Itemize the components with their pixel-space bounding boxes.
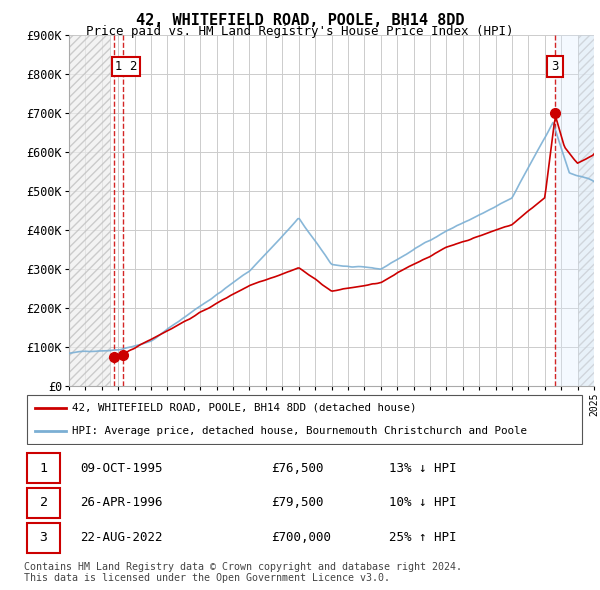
FancyBboxPatch shape [27, 453, 61, 483]
Text: £79,500: £79,500 [271, 496, 323, 510]
Text: 09-OCT-1995: 09-OCT-1995 [80, 461, 163, 474]
Text: Contains HM Land Registry data © Crown copyright and database right 2024.
This d: Contains HM Land Registry data © Crown c… [24, 562, 462, 584]
Text: 25% ↑ HPI: 25% ↑ HPI [389, 532, 456, 545]
Text: 26-APR-1996: 26-APR-1996 [80, 496, 163, 510]
Text: 2: 2 [40, 496, 47, 510]
Text: Price paid vs. HM Land Registry's House Price Index (HPI): Price paid vs. HM Land Registry's House … [86, 25, 514, 38]
Bar [555, 35, 594, 386]
Bar [578, 35, 594, 386]
Text: 3: 3 [40, 532, 47, 545]
Text: 13% ↓ HPI: 13% ↓ HPI [389, 461, 456, 474]
FancyBboxPatch shape [27, 523, 61, 553]
Text: 42, WHITEFIELD ROAD, POOLE, BH14 8DD: 42, WHITEFIELD ROAD, POOLE, BH14 8DD [136, 13, 464, 28]
Text: 10% ↓ HPI: 10% ↓ HPI [389, 496, 456, 510]
Bar [69, 35, 110, 386]
FancyBboxPatch shape [27, 395, 582, 444]
Text: 22-AUG-2022: 22-AUG-2022 [80, 532, 163, 545]
FancyBboxPatch shape [27, 488, 61, 518]
Text: 1  2: 1 2 [115, 60, 137, 73]
Text: £700,000: £700,000 [271, 532, 331, 545]
Text: HPI: Average price, detached house, Bournemouth Christchurch and Poole: HPI: Average price, detached house, Bour… [71, 427, 527, 437]
Text: 42, WHITEFIELD ROAD, POOLE, BH14 8DD (detached house): 42, WHITEFIELD ROAD, POOLE, BH14 8DD (de… [71, 402, 416, 412]
Text: 1: 1 [40, 461, 47, 474]
Text: £76,500: £76,500 [271, 461, 323, 474]
Text: 3: 3 [551, 60, 559, 73]
